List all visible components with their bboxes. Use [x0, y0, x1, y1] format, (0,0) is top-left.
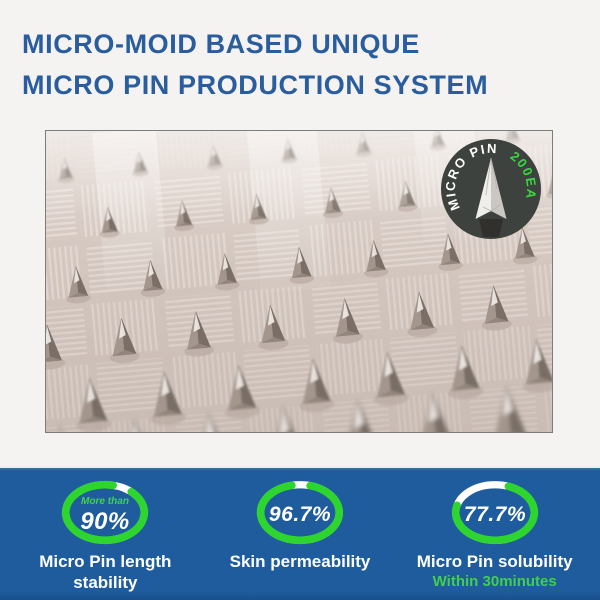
stat-skin-permeability: 96.7% Skin permeability: [203, 478, 398, 600]
micro-pin-badge: MICRO PIN 200EA: [439, 137, 543, 241]
progress-ring-90: More than 90%: [62, 480, 149, 545]
title-line-1: MICRO-MOID BASED UNIQUE: [22, 29, 420, 59]
stat-label: Micro Pin solubility: [416, 552, 573, 571]
stat-qualifier: More than: [81, 496, 129, 507]
stat-value: 77.7%: [464, 503, 526, 526]
stat-value: 90%: [81, 508, 130, 535]
page-title: MICRO-MOID BASED UNIQUE MICRO PIN PRODUC…: [22, 24, 584, 106]
stat-label: Micro Pin length stability: [39, 552, 172, 592]
stat-pin-length-stability: More than 90% Micro Pin length stability: [8, 478, 203, 600]
stats-band: More than 90% Micro Pin length stability…: [0, 466, 600, 600]
title-line-2: MICRO PIN PRODUCTION SYSTEM: [22, 70, 489, 100]
microneedle-photo: MICRO PIN 200EA: [45, 130, 553, 433]
stat-pin-solubility: 77.7% Micro Pin solubility Within 30minu…: [397, 478, 592, 600]
progress-ring-77-7: 77.7%: [451, 481, 538, 545]
stat-value: 96.7%: [269, 503, 331, 526]
stat-label: Skin permeability: [229, 552, 371, 571]
progress-ring-96-7: 96.7%: [256, 481, 343, 545]
stat-sublabel: Within 30minutes: [432, 573, 557, 590]
needle-icon: [475, 157, 507, 237]
